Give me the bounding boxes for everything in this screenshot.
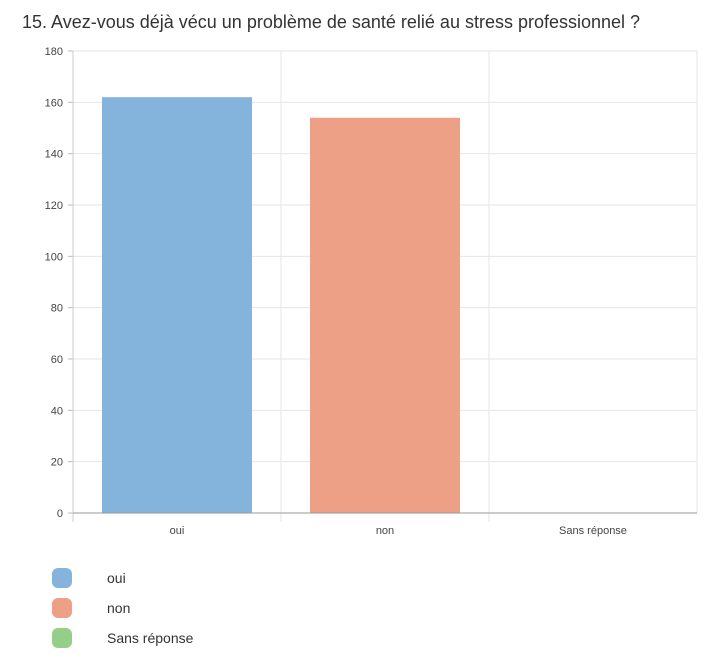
y-tick-label: 80 [51,303,63,315]
legend-item: non [52,593,193,623]
y-tick-label: 180 [45,46,63,58]
legend-label: oui [107,570,126,586]
y-tick-label: 100 [45,251,63,263]
legend: oui non Sans réponse [52,563,193,653]
bar-chart: 0 20 40 60 80 100 120 140 160 180 oui non Sans répon… [45,46,698,537]
x-tick-label: Sans réponse [559,525,627,537]
y-tick-label: 40 [51,405,63,417]
legend-label: Sans réponse [107,630,194,646]
legend-swatch [52,628,72,648]
y-tick-label: 0 [57,508,63,520]
y-tick-label: 160 [45,97,63,109]
y-tick-label: 140 [45,149,63,161]
chart-title: 15. Avez-vous déjà vécu un problème de s… [22,12,641,32]
x-tick-label: non [376,525,394,537]
x-tick-label: oui [170,525,185,537]
legend-item: oui [52,563,193,593]
legend-label: non [107,600,131,616]
y-tick-label: 120 [45,200,63,212]
bar-oui [102,97,252,513]
y-tick-label: 20 [51,457,63,469]
legend-swatch [52,568,72,588]
bar-non [310,117,460,513]
legend-swatch [52,598,72,618]
y-tick-label: 60 [51,354,63,366]
legend-item: Sans réponse [52,623,193,653]
